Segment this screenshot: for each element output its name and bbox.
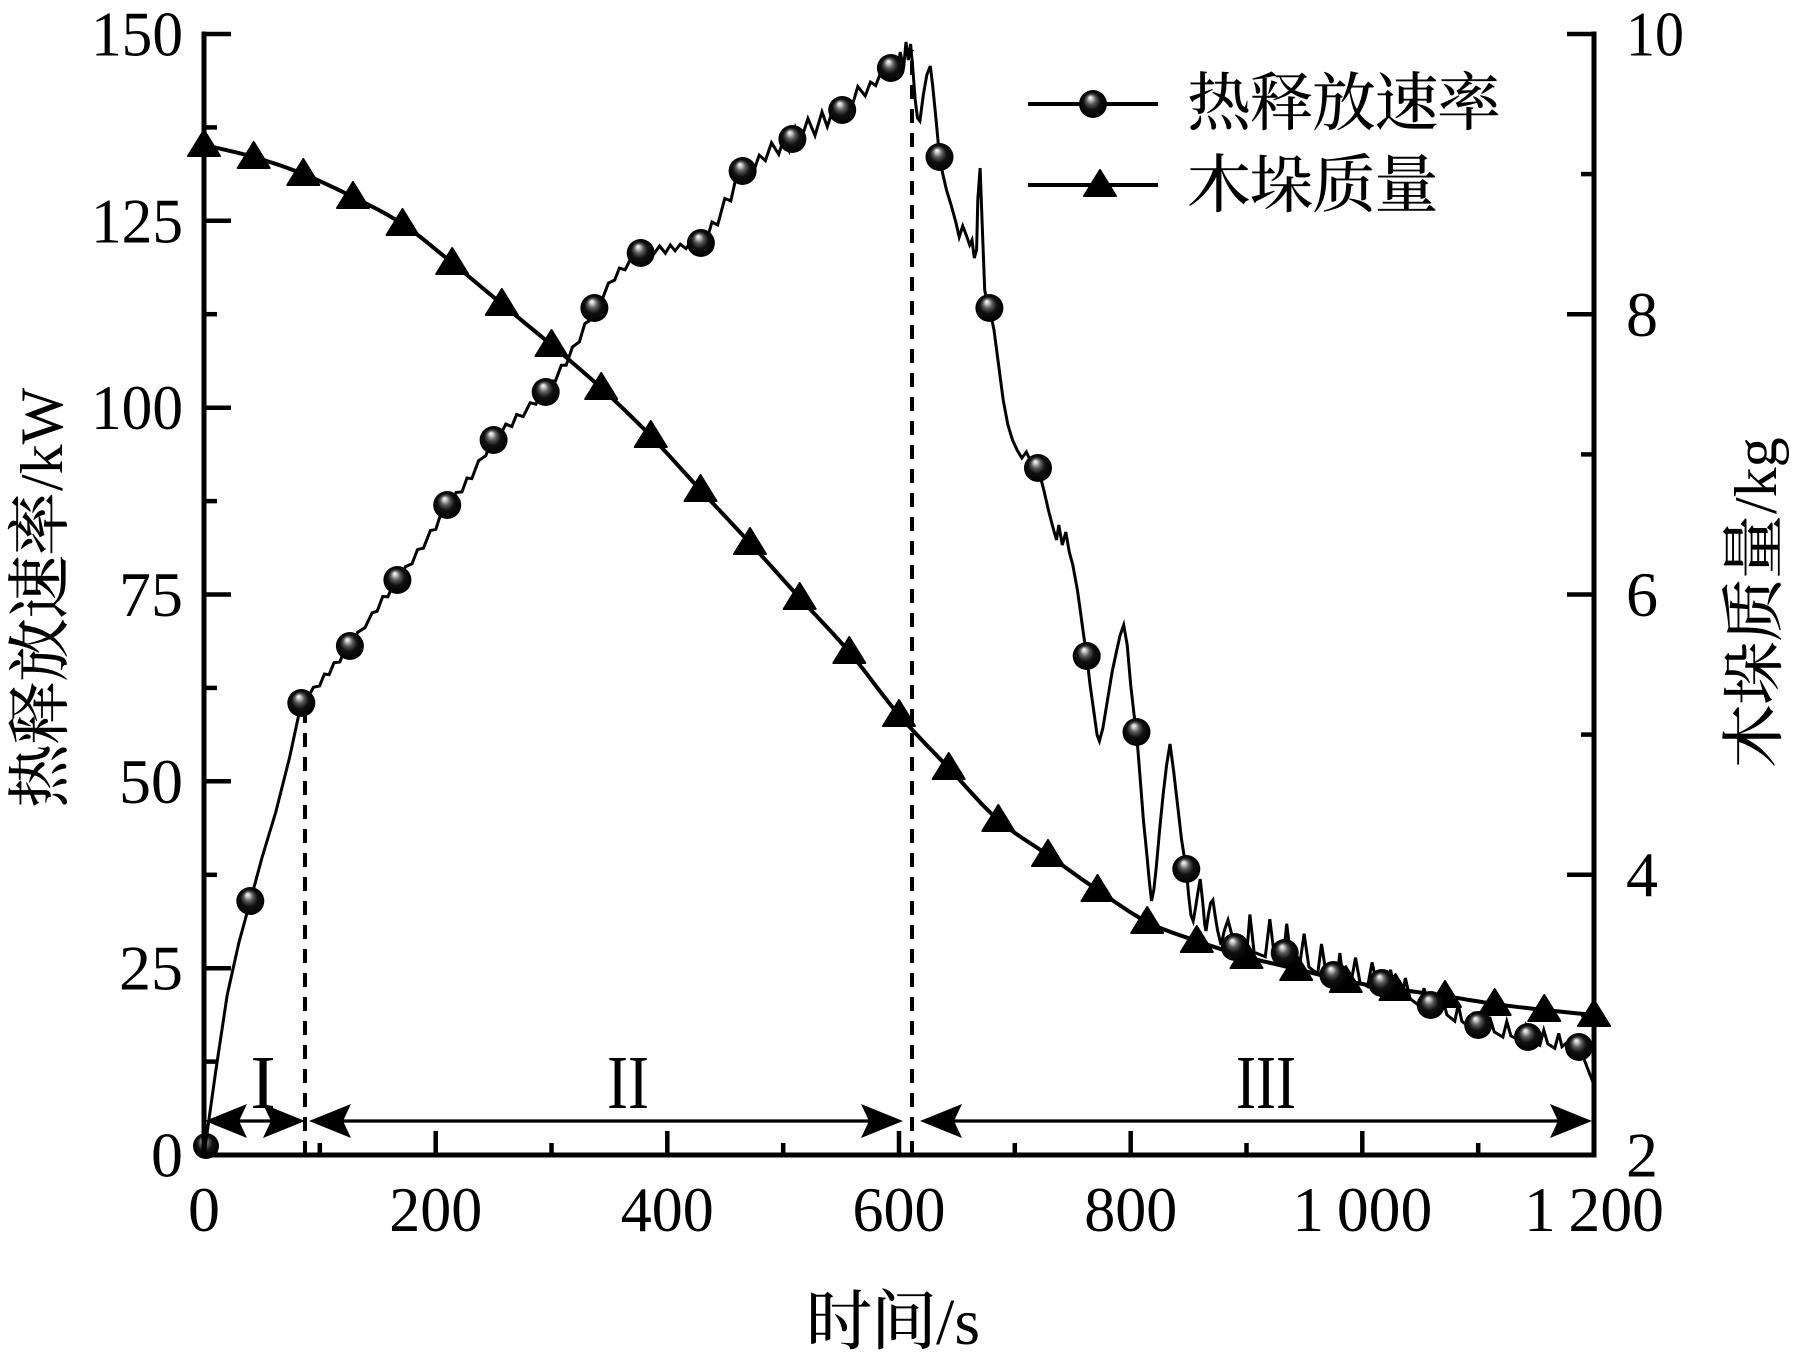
svg-text:I: I (250, 1041, 275, 1125)
svg-text:II: II (607, 1041, 649, 1125)
svg-text:0: 0 (188, 1174, 220, 1245)
svg-text:1 200: 1 200 (1524, 1174, 1664, 1245)
svg-text:0: 0 (151, 1120, 183, 1191)
svg-text:125: 125 (91, 185, 183, 256)
svg-text:200: 200 (389, 1174, 482, 1245)
svg-text:III: III (1236, 1041, 1296, 1125)
svg-text:/s: /s (936, 1286, 980, 1358)
svg-text:600: 600 (853, 1174, 946, 1245)
svg-text:/kg: /kg (1723, 437, 1789, 514)
svg-text:150: 150 (91, 0, 183, 70)
svg-text:4: 4 (1626, 839, 1658, 910)
svg-text:10: 10 (1626, 0, 1684, 70)
svg-text:50: 50 (119, 746, 183, 817)
svg-text:75: 75 (119, 559, 183, 630)
svg-text:25: 25 (119, 933, 183, 1004)
svg-text:1 000: 1 000 (1292, 1174, 1432, 1245)
svg-text:800: 800 (1084, 1174, 1177, 1245)
svg-text:100: 100 (91, 372, 183, 443)
svg-text:400: 400 (621, 1174, 714, 1245)
svg-text:/kW: /kW (9, 387, 75, 491)
svg-text:2: 2 (1626, 1120, 1658, 1191)
svg-text:8: 8 (1626, 279, 1658, 350)
svg-text:6: 6 (1626, 559, 1658, 630)
